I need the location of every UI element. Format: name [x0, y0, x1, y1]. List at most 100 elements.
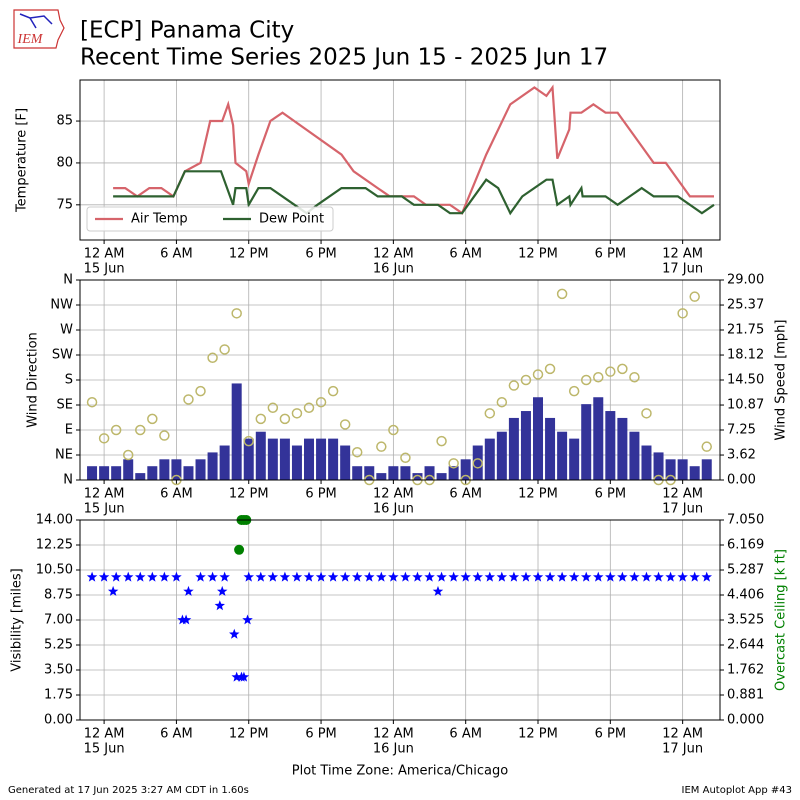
star-point — [605, 571, 616, 582]
x-tick-label: 6 PM — [305, 247, 336, 262]
bar — [207, 452, 218, 480]
point — [159, 430, 170, 441]
point — [436, 435, 447, 447]
star-point — [556, 571, 568, 582]
x-tick-label: 12 PM — [518, 727, 558, 742]
y-axis-label: Visibility [miles] — [10, 568, 25, 671]
x-tick-label: 6 PM — [595, 487, 626, 502]
star-point — [689, 571, 700, 582]
point — [484, 408, 496, 419]
star-point — [214, 600, 225, 611]
x-tick-sublabel: 16 Jun — [373, 502, 414, 517]
point — [110, 424, 122, 436]
y2-tick-label: 25.37 — [727, 298, 764, 313]
star-point — [520, 571, 532, 582]
y-tick-label: 0.00 — [44, 713, 73, 728]
x-tick-label: 6 AM — [160, 727, 193, 742]
y-tick-label: 75 — [56, 197, 73, 212]
star-point — [243, 571, 254, 582]
line — [113, 84, 714, 215]
point — [339, 419, 351, 430]
bar — [653, 452, 664, 480]
bar — [99, 466, 110, 480]
point — [701, 441, 712, 452]
y2-tick-label: 21.75 — [727, 323, 764, 338]
y-tick-label: 85 — [56, 114, 73, 129]
y-tick-label: NE — [55, 448, 73, 463]
x-tick-label: 12 PM — [518, 247, 558, 262]
point — [147, 413, 158, 425]
y2-tick-label: 3.525 — [727, 613, 764, 628]
star-point — [107, 585, 119, 596]
legend-label: Air Temp — [131, 212, 188, 227]
bar — [364, 466, 375, 480]
point — [291, 408, 303, 419]
point — [195, 385, 206, 397]
y-tick-label: 3.50 — [44, 663, 73, 678]
y-tick-label: 5.25 — [44, 638, 73, 653]
star-point — [388, 571, 399, 582]
star-point — [242, 614, 253, 625]
star-point — [135, 571, 146, 582]
bar — [665, 459, 676, 480]
x-tick-sublabel: 17 Jun — [662, 502, 703, 517]
bar — [159, 459, 170, 480]
point — [556, 288, 568, 300]
bar — [195, 459, 206, 480]
y-tick-label: 80 — [56, 155, 73, 170]
x-tick-sublabel: 16 Jun — [373, 262, 414, 277]
bar — [496, 431, 507, 480]
logo-lines — [19, 13, 53, 29]
star-point — [207, 571, 218, 582]
logo-text: IEM — [17, 32, 44, 47]
point — [508, 380, 520, 391]
x-tick-label: 6 PM — [595, 247, 626, 262]
x-tick-label: 6 AM — [449, 247, 482, 262]
bar — [641, 445, 652, 480]
star-point — [110, 571, 122, 582]
star-point — [472, 571, 483, 582]
x-tick-label: 6 PM — [305, 487, 336, 502]
star-point — [641, 571, 652, 582]
bar — [376, 473, 387, 480]
star-point — [267, 571, 279, 582]
point — [520, 374, 532, 386]
star-point — [653, 571, 664, 582]
star-point — [123, 571, 134, 582]
point — [472, 458, 483, 469]
x-tick-label: 6 AM — [160, 487, 193, 502]
y-tick-label: 1.75 — [44, 688, 73, 703]
x-tick-label: 12 AM — [373, 487, 414, 502]
plot-frame — [79, 79, 721, 241]
point — [677, 308, 688, 319]
point — [532, 369, 544, 380]
bar — [689, 466, 700, 480]
y2-tick-label: 2.644 — [727, 637, 764, 652]
y-axis-label: Temperature [F] — [15, 108, 30, 213]
star-point — [532, 571, 544, 582]
star-point — [171, 571, 182, 582]
bar — [243, 438, 254, 480]
line — [113, 170, 715, 216]
y-tick-label: 12.25 — [36, 538, 73, 553]
star-point — [677, 571, 688, 582]
point — [629, 371, 640, 383]
point — [267, 402, 279, 414]
star-point — [544, 571, 556, 582]
y-tick-label: 7.00 — [44, 613, 73, 628]
star-point — [219, 571, 230, 582]
point — [327, 385, 339, 397]
y2-axis-label: Overcast Ceiling [k ft] — [774, 549, 789, 691]
x-tick-label: 12 PM — [229, 487, 269, 502]
star-point — [352, 571, 363, 582]
point — [135, 424, 146, 436]
x-tick-label: 12 AM — [662, 247, 703, 262]
x-tick-label: 6 AM — [160, 247, 193, 262]
y2-tick-label: 6.169 — [727, 537, 764, 552]
star-point — [701, 571, 712, 582]
star-point — [229, 628, 240, 639]
bar — [677, 459, 688, 480]
point — [689, 291, 700, 302]
bar — [267, 438, 278, 480]
bar — [340, 445, 351, 480]
